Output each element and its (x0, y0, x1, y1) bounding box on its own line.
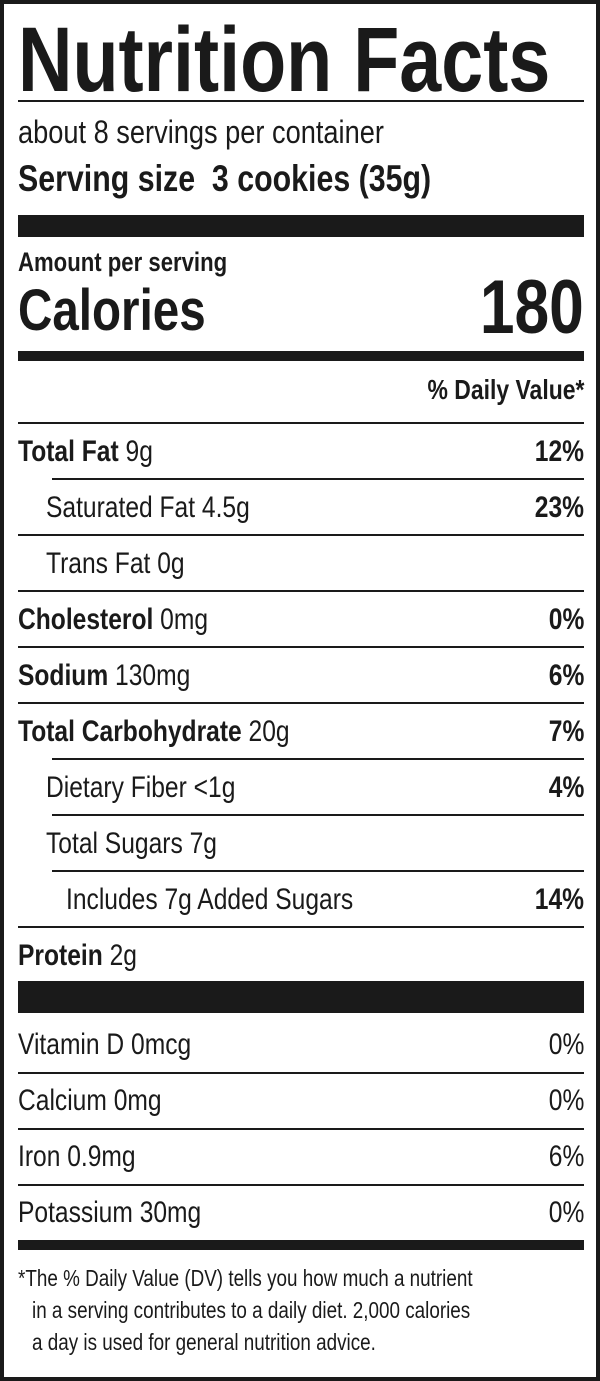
vitamin-amount: 30mg (139, 1196, 202, 1229)
vitamin-row-label: Calcium 0mg (18, 1086, 162, 1116)
nutrient-row-label: Protein 2g (18, 941, 137, 971)
nutrient-daily-value: 0% (548, 603, 584, 636)
nutrient-name: Total Fat (18, 435, 119, 468)
footnote-line: in a serving contributes to a daily diet… (32, 1297, 471, 1323)
nutrient-row-label: Saturated Fat 4.5g (46, 493, 250, 523)
vitamin-amount: 0.9mg (67, 1140, 136, 1173)
divider (18, 100, 584, 102)
serving-size-label: Serving size (18, 158, 196, 199)
nutrient-row-label: Includes 7g Added Sugars (66, 885, 353, 915)
nutrient-row-label: Total Carbohydrate 20g (18, 717, 290, 747)
nutrient-row-label: Sodium 130mg (18, 661, 190, 691)
vitamin-name: Iron (18, 1140, 61, 1173)
label-title: Nutrition Facts (18, 9, 551, 111)
divider (18, 1128, 584, 1130)
calories-label: Calories (18, 278, 206, 343)
vitamin-daily-value: 0% (548, 1028, 584, 1061)
nutrient-daily-value: 23% (534, 491, 584, 524)
divider (52, 758, 584, 760)
vitamin-name: Calcium (18, 1084, 107, 1117)
thick-divider (18, 981, 584, 1013)
vitamin-row-label: Iron 0.9mg (18, 1142, 136, 1172)
divider (18, 646, 584, 648)
nutrient-name: Cholesterol (18, 603, 154, 636)
nutrient-amount: 9g (125, 435, 153, 468)
nutrient-row-label: Dietary Fiber <1g (46, 773, 235, 803)
nutrient-name: Sodium (18, 659, 109, 692)
nutrient-row-label: Cholesterol 0mg (18, 605, 208, 635)
medium-divider (18, 1240, 584, 1250)
divider (52, 478, 584, 480)
vitamin-daily-value: 0% (548, 1196, 584, 1229)
nutrient-name: Total Sugars (46, 827, 183, 860)
nutrient-name: Trans Fat (46, 547, 151, 580)
nutrient-name: Total Carbohydrate (18, 715, 242, 748)
nutrient-row-label: Total Sugars 7g (46, 829, 217, 859)
amount-per-serving: Amount per serving (18, 247, 228, 277)
nutrient-amount: 7g (189, 827, 217, 860)
divider (18, 1184, 584, 1186)
nutrient-amount: 0mg (160, 603, 209, 636)
calories-value: 180 (480, 265, 584, 350)
daily-value-header: % Daily Value* (427, 374, 584, 405)
nutrient-daily-value: 14% (534, 883, 584, 916)
medium-divider (18, 351, 584, 361)
nutrient-amount: 4.5g (201, 491, 250, 524)
nutrient-daily-value: 4% (548, 771, 584, 804)
divider (52, 814, 584, 816)
nutrient-amount: 2g (109, 939, 137, 972)
vitamin-amount: 0mg (113, 1084, 162, 1117)
serving-size-value: 3 cookies (35g) (211, 158, 432, 199)
divider (18, 534, 584, 536)
nutrient-daily-value: 12% (534, 435, 584, 468)
nutrient-daily-value: 6% (548, 659, 584, 692)
nutrient-row-label: Total Fat 9g (18, 437, 153, 467)
vitamin-row-label: Vitamin D 0mcg (18, 1030, 191, 1060)
divider (18, 702, 584, 704)
nutrient-amount: 130mg (115, 659, 191, 692)
vitamin-name: Vitamin D (18, 1028, 125, 1061)
nutrient-name: Saturated Fat (46, 491, 196, 524)
vitamin-daily-value: 6% (548, 1140, 584, 1173)
nutrient-name: Includes 7g Added Sugars (66, 883, 354, 916)
divider (18, 1072, 584, 1074)
vitamin-daily-value: 0% (548, 1084, 584, 1117)
nutrient-daily-value: 7% (548, 715, 584, 748)
nutrient-amount: 20g (248, 715, 290, 748)
footnote-line: a day is used for general nutrition advi… (32, 1329, 376, 1355)
footnote-line: *The % Daily Value (DV) tells you how mu… (18, 1265, 473, 1291)
vitamin-row-label: Potassium 30mg (18, 1198, 201, 1228)
nutrient-name: Protein (18, 939, 103, 972)
vitamin-name: Potassium (18, 1196, 133, 1229)
divider (18, 590, 584, 592)
divider (18, 422, 584, 424)
nutrient-name: Dietary Fiber (46, 771, 187, 804)
divider (18, 926, 584, 928)
nutrient-row-label: Trans Fat 0g (46, 549, 185, 579)
vitamin-amount: 0mcg (131, 1028, 192, 1061)
nutrient-amount: <1g (193, 771, 236, 804)
servings-per-container: about 8 servings per container (18, 114, 384, 150)
divider (52, 870, 584, 872)
thick-divider (18, 215, 584, 237)
nutrient-amount: 0g (157, 547, 185, 580)
serving-size: Serving size 3 cookies (35g) (18, 160, 431, 197)
